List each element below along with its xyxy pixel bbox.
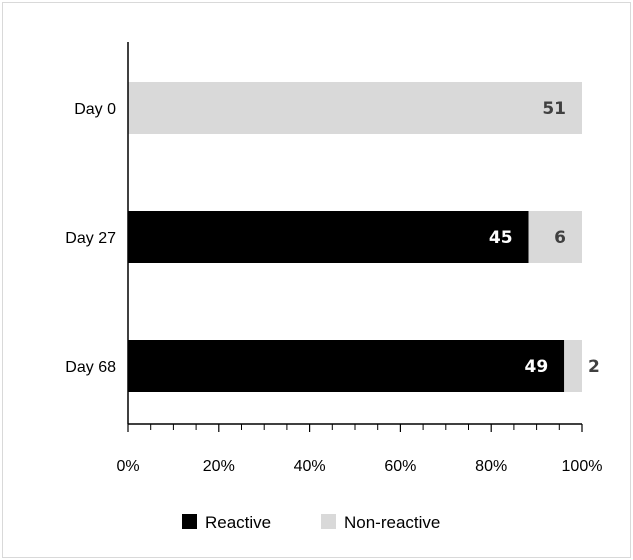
data-label: 51 — [542, 99, 566, 119]
data-label: 6 — [554, 228, 566, 248]
x-tick-label: 20% — [203, 458, 235, 475]
bar-segment-non-reactive — [128, 82, 582, 134]
data-label: 49 — [525, 357, 549, 377]
x-tick-label: 100% — [562, 458, 603, 475]
x-tick-label: 60% — [384, 458, 416, 475]
category-label: Day 68 — [65, 359, 116, 376]
bar-segment-reactive — [128, 340, 565, 392]
legend-label: Reactive — [205, 513, 271, 532]
category-label: Day 0 — [74, 101, 116, 118]
bar-segment-reactive — [128, 211, 529, 263]
x-tick-label: 40% — [294, 458, 326, 475]
data-label: 45 — [489, 228, 513, 248]
legend-label: Non-reactive — [344, 513, 440, 532]
bar-segment-non-reactive — [564, 340, 582, 392]
x-tick-label: 0% — [116, 458, 139, 475]
category-label: Day 27 — [65, 230, 116, 247]
legend-swatch — [182, 514, 197, 529]
legend-swatch — [321, 514, 336, 529]
x-tick-label: 80% — [475, 458, 507, 475]
bar-segment-non-reactive — [528, 211, 582, 263]
data-label: 2 — [588, 357, 600, 377]
